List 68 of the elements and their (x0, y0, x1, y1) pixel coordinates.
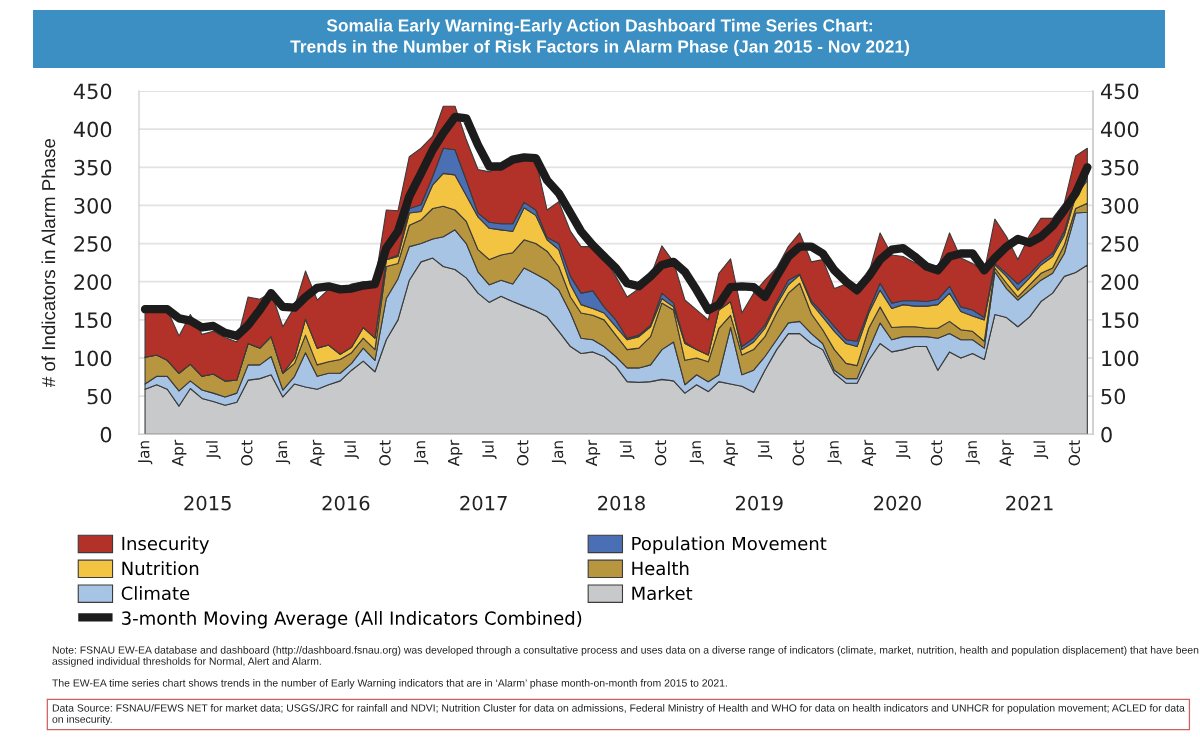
x-tick-label: Apr (310, 439, 325, 467)
y2-tick-label: 0 (1101, 426, 1112, 443)
x-tick-label: Jul (619, 441, 635, 460)
legend-label: Nutrition (122, 561, 199, 576)
source-note: Data Source: FSNAU/FEWS NET for market data; USGS/JRC for rainfall and NDVI; Nutrition Cluster for data on admissions, Federal Ministry of Health and WHO for data on health indicators and UNHCR for population movement; ACLED for data on insecurity. (52, 704, 1185, 725)
y-tick-label: 450 (73, 83, 112, 100)
y2-tick-label: 350 (1101, 159, 1139, 176)
y2-tick-label: 400 (1100, 121, 1139, 138)
x-tick-label: Apr (172, 439, 187, 467)
x-tick-label: Oct (379, 440, 391, 466)
text: The EW-EA time series chart shows trends in the number of Early Warning indicators that are in ‘Alarm’ phase month-on-month from 2015 to 2021. (52, 679, 727, 689)
x-tick-label: Jul (1033, 441, 1049, 460)
y2-tick-label: 450 (1100, 83, 1139, 100)
x-tick-label: Apr (861, 439, 877, 467)
y-tick-label: 300 (74, 197, 112, 214)
y-tick-label: 0 (100, 426, 112, 443)
x-tick-label: Apr (448, 439, 463, 467)
y-tick-label: 150 (75, 312, 112, 329)
x-tick-label: Jul (895, 441, 911, 460)
y-tick-label: 100 (75, 350, 112, 367)
legend-label: 3-month Moving Average (All Indicators Combined) (122, 610, 582, 629)
y2-tick-label: 250 (1101, 236, 1139, 252)
x-tick-label: Jan (138, 441, 153, 465)
x-tick-label: Jul (757, 441, 773, 460)
x-tick-label: Jan (827, 441, 842, 465)
x-tick-label: Oct (1068, 440, 1081, 466)
x-tick-label: Jan (275, 441, 291, 465)
chart-title: Somalia Early Warning-Early Action Dashboard Time Series Chart: (326, 18, 873, 36)
x2-tick-label: 2016 (322, 495, 370, 511)
legend-label: Climate (121, 586, 190, 601)
y-tick-label: 350 (74, 159, 112, 176)
x-tick-label: Apr (999, 439, 1014, 467)
x2-tick-label: 2017 (460, 495, 507, 511)
y2-tick-label: 50 (1101, 388, 1126, 405)
legend-label: Health (632, 561, 689, 576)
x-tick-label: Apr (585, 439, 601, 467)
y-tick-label: 200 (74, 274, 112, 290)
x-tick-label: Jul (481, 441, 497, 460)
x2-tick-label: 2015 (184, 495, 231, 511)
text: Note: FSNAU EW-EA database and dashboard (http://dashboard.fsnau.org) was developed through a consultative process and uses data on a diverse range of indicators (climate, market, nutrition, health and population displacement) that have been assigned individual thresholds for Normal, Alert and Alarm. (52, 646, 1199, 667)
x-tick-label: Apr (723, 439, 738, 467)
x-tick-label: Oct (792, 440, 805, 466)
y-tick-label: 400 (73, 121, 112, 138)
x-tick-label: Oct (516, 440, 529, 466)
x-tick-label: Jan (965, 441, 980, 465)
x-tick-label: Oct (240, 440, 253, 466)
x2-tick-label: 2018 (598, 495, 645, 511)
x2-tick-label: 2020 (874, 495, 921, 511)
x2-tick-label: 2019 (735, 495, 783, 511)
x-tick-label: Jul (205, 441, 221, 460)
x-tick-label: Jan (414, 441, 429, 465)
legend-label: Market (632, 586, 693, 601)
chart-subtitle: Trends in the Number of Risk Factors in Alarm Phase (Jan 2015 - Nov 2021) (290, 39, 910, 57)
y2-tick-label: 300 (1101, 197, 1139, 214)
x-tick-label: Jan (689, 441, 704, 465)
x-tick-label: Oct (654, 440, 667, 466)
x-tick-label: Jul (344, 441, 359, 460)
x-tick-label: Jan (551, 441, 567, 465)
y2-tick-label: 200 (1101, 274, 1139, 290)
y-tick-label: 250 (74, 236, 112, 252)
legend-label: Insecurity (122, 536, 209, 554)
y2-tick-label: 150 (1102, 312, 1139, 329)
x-tick-label: Oct (930, 440, 943, 466)
y2-tick-label: 100 (1102, 350, 1139, 367)
x2-tick-label: 2021 (1006, 495, 1053, 511)
y-tick-label: 50 (87, 388, 112, 405)
legend-label: Population Movement (632, 536, 827, 554)
y-axis-title: # of Indicators in Alarm Phase (41, 138, 56, 388)
